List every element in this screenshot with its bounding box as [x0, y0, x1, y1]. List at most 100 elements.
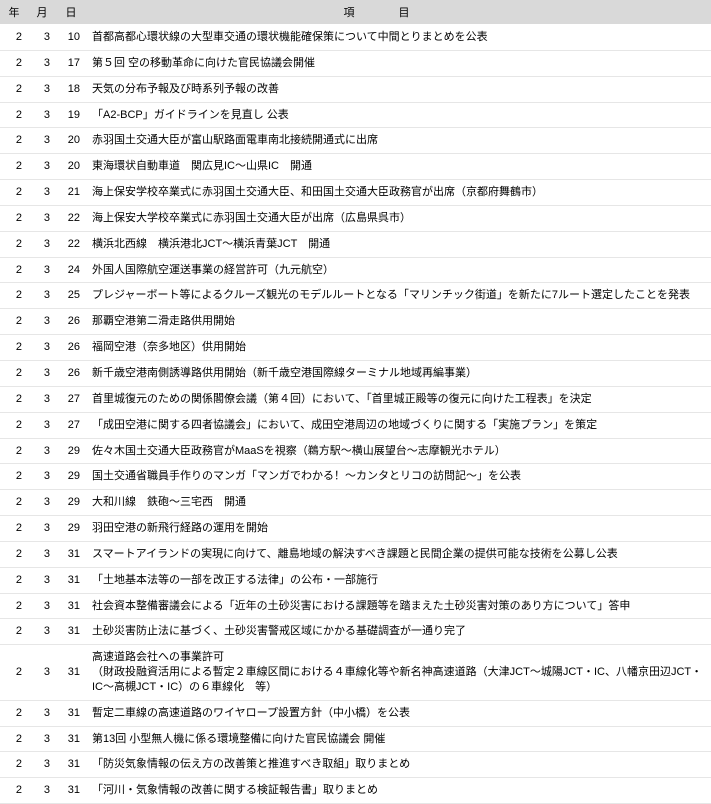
- cell-day: 27: [56, 412, 86, 438]
- cell-year: 2: [0, 309, 28, 335]
- cell-item: 暫定二車線の高速道路のワイヤロープ設置方針（中小橋）を公表: [86, 700, 711, 726]
- cell-item: 東海環状自動車道 関広見IC～山県IC 開通: [86, 154, 711, 180]
- table-row: 2322横浜北西線 横浜港北JCT～横浜青葉JCT 開通: [0, 231, 711, 257]
- table-row: 2320赤羽国土交通大臣が富山駅路面電車南北接続開通式に出席: [0, 128, 711, 154]
- cell-day: 29: [56, 516, 86, 542]
- cell-day: 31: [56, 645, 86, 701]
- cell-item: 佐々木国土交通大臣政務官がMaaSを視察（鵜方駅～横山展望台～志摩観光ホテル）: [86, 438, 711, 464]
- cell-month: 3: [28, 593, 56, 619]
- table-row: 2325プレジャーボート等によるクルーズ観光のモデルルートとなる「マリンチック街…: [0, 283, 711, 309]
- cell-year: 2: [0, 412, 28, 438]
- cell-month: 3: [28, 386, 56, 412]
- cell-day: 19: [56, 102, 86, 128]
- cell-month: 3: [28, 283, 56, 309]
- col-month: 月: [28, 0, 56, 25]
- cell-item: 海上保安学校卒業式に赤羽国土交通大臣、和田国土交通大臣政務官が出席（京都府舞鶴市…: [86, 180, 711, 206]
- table-row: 2318天気の分布予報及び時系列予報の改善: [0, 76, 711, 102]
- cell-year: 2: [0, 154, 28, 180]
- cell-day: 29: [56, 438, 86, 464]
- cell-item: 新千歳空港南側誘導路供用開始（新千歳空港国際線ターミナル地域再編事業）: [86, 360, 711, 386]
- table-row: 2321海上保安学校卒業式に赤羽国土交通大臣、和田国土交通大臣政務官が出席（京都…: [0, 180, 711, 206]
- table-row: 2329佐々木国土交通大臣政務官がMaaSを視察（鵜方駅～横山展望台～志摩観光ホ…: [0, 438, 711, 464]
- cell-day: 31: [56, 726, 86, 752]
- table-row: 2329羽田空港の新飛行経路の運用を開始: [0, 516, 711, 542]
- cell-year: 2: [0, 76, 28, 102]
- cell-day: 29: [56, 464, 86, 490]
- cell-item: 福岡空港（奈多地区）供用開始: [86, 335, 711, 361]
- cell-day: 26: [56, 360, 86, 386]
- cell-month: 3: [28, 25, 56, 51]
- cell-item: 羽田空港の新飛行経路の運用を開始: [86, 516, 711, 542]
- cell-item: 「河川・気象情報の改善に関する検証報告書」取りまとめ: [86, 778, 711, 804]
- cell-month: 3: [28, 102, 56, 128]
- cell-item: 天気の分布予報及び時系列予報の改善: [86, 76, 711, 102]
- cell-day: 31: [56, 593, 86, 619]
- table-row: 2324外国人国際航空運送事業の経営許可（九元航空）: [0, 257, 711, 283]
- cell-year: 2: [0, 700, 28, 726]
- cell-year: 2: [0, 541, 28, 567]
- header-row: 年 月 日 項目: [0, 0, 711, 25]
- cell-item: 第５回 空の移動革命に向けた官民協議会開催: [86, 50, 711, 76]
- table-row: 2322海上保安大学校卒業式に赤羽国土交通大臣が出席（広島県呉市）: [0, 205, 711, 231]
- col-item: 項目: [86, 0, 711, 25]
- cell-year: 2: [0, 464, 28, 490]
- table-row: 2320東海環状自動車道 関広見IC～山県IC 開通: [0, 154, 711, 180]
- cell-month: 3: [28, 180, 56, 206]
- cell-item: プレジャーボート等によるクルーズ観光のモデルルートとなる「マリンチック街道」を新…: [86, 283, 711, 309]
- cell-year: 2: [0, 257, 28, 283]
- table-row: 2329国土交通省職員手作りのマンガ「マンガでわかる！～カンタとリコの訪問記～」…: [0, 464, 711, 490]
- cell-month: 3: [28, 205, 56, 231]
- cell-year: 2: [0, 50, 28, 76]
- cell-item: 首里城復元のための関係閣僚会議（第４回）において、「首里城正殿等の復元に向けた工…: [86, 386, 711, 412]
- cell-item: 外国人国際航空運送事業の経営許可（九元航空）: [86, 257, 711, 283]
- table-row: 2329大和川線 鉄砲～三宅西 開通: [0, 490, 711, 516]
- table-row: 2331「河川・気象情報の改善に関する検証報告書」取りまとめ: [0, 778, 711, 804]
- cell-month: 3: [28, 778, 56, 804]
- cell-day: 20: [56, 154, 86, 180]
- cell-day: 25: [56, 283, 86, 309]
- cell-month: 3: [28, 700, 56, 726]
- cell-item: 「A2-BCP」ガイドラインを見直し 公表: [86, 102, 711, 128]
- table-row: 2319「A2-BCP」ガイドラインを見直し 公表: [0, 102, 711, 128]
- cell-year: 2: [0, 128, 28, 154]
- table-row: 2310首都高都心環状線の大型車交通の環状機能確保策について中間とりまとめを公表: [0, 25, 711, 51]
- cell-year: 2: [0, 726, 28, 752]
- cell-month: 3: [28, 231, 56, 257]
- cell-year: 2: [0, 231, 28, 257]
- cell-day: 18: [56, 76, 86, 102]
- cell-item: スマートアイランドの実現に向けて、離島地域の解決すべき課題と民間企業の提供可能な…: [86, 541, 711, 567]
- cell-year: 2: [0, 283, 28, 309]
- cell-year: 2: [0, 778, 28, 804]
- cell-day: 31: [56, 541, 86, 567]
- cell-month: 3: [28, 645, 56, 701]
- cell-item: 第13回 小型無人機に係る環境整備に向けた官民協議会 開催: [86, 726, 711, 752]
- col-year: 年: [0, 0, 28, 25]
- cell-day: 31: [56, 619, 86, 645]
- cell-day: 26: [56, 309, 86, 335]
- cell-month: 3: [28, 619, 56, 645]
- cell-item: 国土交通省職員手作りのマンガ「マンガでわかる！～カンタとリコの訪問記～」を公表: [86, 464, 711, 490]
- cell-day: 29: [56, 490, 86, 516]
- cell-item: 社会資本整備審議会による「近年の土砂災害における課題等を踏まえた土砂災害対策のあ…: [86, 593, 711, 619]
- cell-item: 横浜北西線 横浜港北JCT～横浜青葉JCT 開通: [86, 231, 711, 257]
- cell-year: 2: [0, 25, 28, 51]
- cell-month: 3: [28, 464, 56, 490]
- table-row: 2331「土地基本法等の一部を改正する法律」の公布・一部施行: [0, 567, 711, 593]
- cell-day: 31: [56, 778, 86, 804]
- cell-month: 3: [28, 438, 56, 464]
- cell-day: 24: [56, 257, 86, 283]
- cell-year: 2: [0, 516, 28, 542]
- cell-month: 3: [28, 309, 56, 335]
- cell-day: 27: [56, 386, 86, 412]
- cell-month: 3: [28, 128, 56, 154]
- cell-item: 海上保安大学校卒業式に赤羽国土交通大臣が出席（広島県呉市）: [86, 205, 711, 231]
- table-row: 2317第５回 空の移動革命に向けた官民協議会開催: [0, 50, 711, 76]
- cell-day: 31: [56, 567, 86, 593]
- cell-month: 3: [28, 567, 56, 593]
- event-table: 年 月 日 項目 2310首都高都心環状線の大型車交通の環状機能確保策について中…: [0, 0, 711, 804]
- cell-month: 3: [28, 726, 56, 752]
- col-day: 日: [56, 0, 86, 25]
- cell-year: 2: [0, 386, 28, 412]
- table-row: 2327「成田空港に関する四者協議会」において、成田空港周辺の地域づくりに関する…: [0, 412, 711, 438]
- cell-month: 3: [28, 360, 56, 386]
